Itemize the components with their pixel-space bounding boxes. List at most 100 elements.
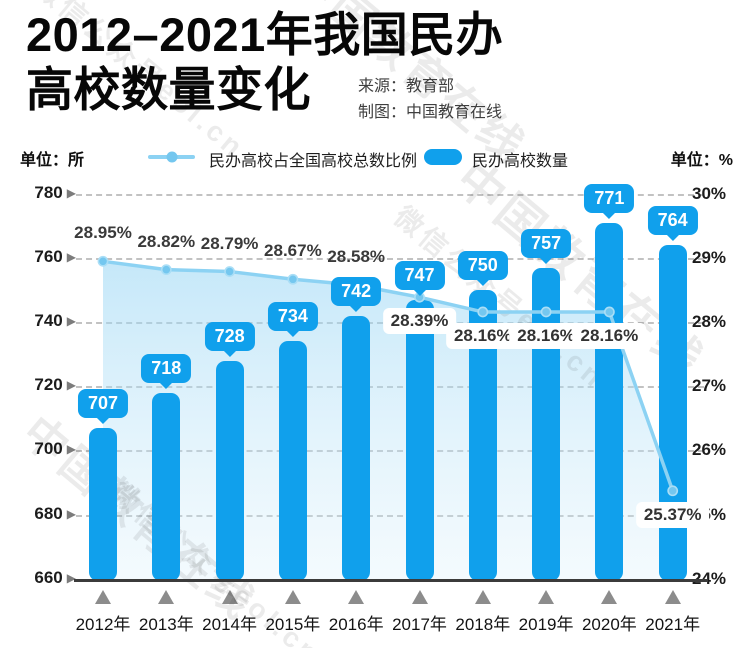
- bar-series-legend-marker-icon: [424, 149, 462, 165]
- bar-2013年: [152, 392, 181, 581]
- bar-value-badge: 747: [394, 260, 445, 290]
- bar-value-badge: 728: [204, 321, 255, 351]
- right-axis-tick: 24%: [692, 568, 727, 588]
- line-percent-label: 28.67%: [264, 241, 322, 261]
- tick-arrow-icon: ▶: [66, 250, 76, 265]
- right-axis-tick: 30%: [692, 184, 727, 203]
- bar-value-badge: 718: [141, 353, 192, 383]
- line-series-legend-dot-icon: [166, 151, 177, 163]
- left-axis-tick-value: 680: [34, 503, 63, 523]
- tick-arrow-icon: ▶: [66, 570, 76, 585]
- right-axis-tick: 27%: [692, 376, 727, 396]
- left-axis-tick: 760 ▶: [0, 247, 76, 267]
- title-line-2: 高校数量变化: [26, 62, 311, 116]
- x-axis-marker-icon: [221, 590, 238, 604]
- right-axis-tick: 28%: [692, 312, 727, 332]
- bar-2015年: [278, 341, 307, 581]
- x-axis-label: 2015年: [265, 615, 321, 634]
- right-axis-tick: 26%: [692, 440, 727, 460]
- bar-value-badge: 707: [77, 388, 129, 418]
- bar-value: 764: [657, 210, 688, 231]
- left-axis-unit-label: 单位：所: [20, 152, 85, 169]
- line-series-legend-marker-icon: [148, 151, 195, 163]
- bar-value: 742: [341, 280, 372, 301]
- x-axis-label: 2021年: [645, 615, 701, 634]
- bar-value: 718: [151, 357, 182, 378]
- x-axis-label: 2016年: [328, 615, 384, 634]
- source-block: 来源：教育部 制图：中国教育在线: [358, 74, 502, 126]
- credit-label: 制图：中国教育在线: [358, 104, 503, 121]
- bar-2020年: [595, 222, 624, 581]
- x-axis-label: 2019年: [518, 615, 574, 634]
- left-axis-tick-value: 780: [34, 183, 63, 202]
- x-axis-marker-icon: [95, 590, 111, 604]
- bar-value-badge: 757: [521, 228, 572, 258]
- source-label: 来源：教育部: [358, 78, 455, 95]
- x-axis-label: 2017年: [392, 615, 447, 634]
- left-axis-tick-value: 760: [34, 247, 63, 267]
- line-percent-label: 28.58%: [327, 247, 386, 267]
- bar-value-badge: 750: [457, 251, 508, 281]
- page-title: 2012–2021年我国民办 高校数量变化: [26, 8, 503, 118]
- bar-value-badge: 742: [331, 276, 382, 306]
- x-axis-label: 2012年: [75, 615, 131, 634]
- gridline: [76, 258, 704, 261]
- tick-arrow-icon: ▶: [66, 186, 76, 200]
- line-percent-label: 28.95%: [74, 223, 132, 243]
- bar-2016年: [342, 315, 371, 581]
- x-axis-marker-icon: [601, 590, 618, 604]
- gridline: [76, 194, 704, 196]
- bar-2014年: [215, 360, 244, 581]
- bar-value: 728: [214, 325, 245, 346]
- tick-arrow-icon: ▶: [66, 506, 76, 521]
- line-percent-label: 28.79%: [200, 233, 259, 253]
- bar-2017年: [405, 299, 434, 581]
- bar-2021年: [658, 245, 687, 581]
- bar-value-badge: 734: [267, 302, 318, 332]
- tick-arrow-icon: ▶: [66, 314, 76, 329]
- bar-value: 750: [467, 255, 498, 276]
- bar-value: 771: [594, 187, 625, 208]
- x-axis-marker-icon: [664, 590, 681, 604]
- left-axis-tick: 740 ▶: [0, 311, 76, 331]
- x-axis-marker-icon: [474, 590, 491, 604]
- bar-2019年: [532, 267, 561, 581]
- left-axis-tick-value: 660: [34, 567, 63, 587]
- title-line-1: 2012–2021年我国民办: [26, 8, 504, 61]
- x-axis-label: 2018年: [455, 615, 511, 634]
- x-axis-marker-icon: [158, 590, 175, 604]
- left-axis-tick-value: 740: [34, 311, 63, 331]
- bar-value-badge: 771: [584, 183, 635, 213]
- bar-value: 747: [404, 264, 435, 285]
- line-point-2014年: [224, 266, 235, 277]
- left-axis-tick-value: 720: [34, 375, 63, 395]
- x-axis-label: 2014年: [202, 615, 258, 634]
- left-axis-tick: 660 ▶: [0, 568, 76, 588]
- x-axis-label: 2013年: [138, 615, 194, 634]
- x-axis-line: [74, 579, 708, 582]
- left-axis-tick-value: 700: [34, 439, 63, 459]
- line-series-legend-label: 民办高校占全国高校总数比例: [209, 153, 418, 170]
- line-point-2015年: [287, 273, 299, 285]
- x-axis-label: 2020年: [581, 615, 637, 634]
- x-axis-marker-icon: [348, 590, 365, 604]
- bar-series-legend-label: 民办高校数量: [472, 153, 569, 170]
- bar-value: 707: [87, 392, 119, 413]
- line-point-2013年: [160, 264, 172, 276]
- right-axis-tick: 29%: [692, 248, 727, 268]
- line-percent-label: 28.16%: [572, 322, 647, 349]
- right-axis-unit-label: 单位：%: [670, 152, 733, 169]
- line-percent-label: 25.37%: [635, 501, 710, 528]
- left-axis-tick: 700 ▶: [0, 439, 76, 459]
- left-axis-tick: 680 ▶: [0, 504, 76, 524]
- x-axis-marker-icon: [411, 590, 428, 604]
- x-axis-marker-icon: [538, 590, 555, 604]
- bar-value: 734: [277, 306, 308, 327]
- left-axis-tick: 780 ▶: [0, 183, 76, 203]
- tick-arrow-icon: ▶: [66, 442, 76, 457]
- left-axis-tick: 720 ▶: [0, 375, 76, 395]
- bar-2012年: [89, 427, 117, 581]
- line-percent-label: 28.82%: [137, 231, 196, 251]
- tick-arrow-icon: ▶: [66, 378, 76, 393]
